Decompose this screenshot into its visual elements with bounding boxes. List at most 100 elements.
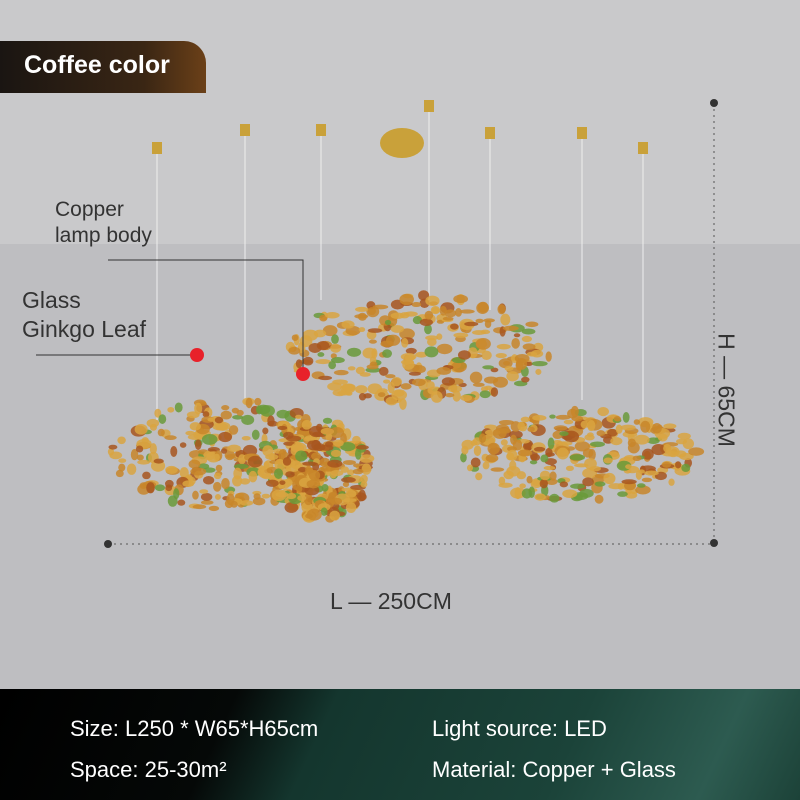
ceiling-mount	[577, 127, 587, 139]
ginkgo-leaf	[545, 452, 555, 457]
ginkgo-leaf	[412, 316, 423, 325]
ginkgo-leaf	[202, 411, 210, 418]
spec-size: Size: L250 * W65*H65cm	[70, 716, 319, 741]
ginkgo-leaf	[513, 333, 521, 338]
ginkgo-leaf	[411, 378, 426, 387]
ginkgo-leaf	[227, 444, 241, 452]
ginkgo-leaf	[584, 458, 597, 470]
ginkgo-leaf	[118, 458, 127, 463]
ginkgo-leaf	[213, 481, 222, 492]
ginkgo-leaf	[232, 414, 244, 420]
ginkgo-leaf	[530, 479, 542, 489]
ceiling-mount	[316, 124, 326, 136]
ginkgo-leaf	[179, 442, 187, 448]
ginkgo-leaf	[570, 405, 579, 418]
ginkgo-leaf	[471, 330, 486, 335]
ginkgo-leaf	[522, 441, 533, 451]
suspension-wires	[152, 100, 648, 420]
ginkgo-leaf	[267, 415, 275, 427]
ginkgo-leaf	[265, 453, 279, 460]
ginkgo-leaf	[570, 483, 586, 489]
ginkgo-leaf	[476, 302, 489, 315]
ginkgo-leaf	[342, 460, 356, 465]
ginkgo-leaf	[675, 461, 682, 469]
ginkgo-leaf	[170, 446, 178, 458]
ginkgo-leaf	[188, 459, 201, 469]
ginkgo-leaf	[118, 463, 126, 472]
ginkgo-leaf	[355, 385, 368, 394]
ginkgo-leaf	[451, 361, 467, 373]
ginkgo-leaf	[137, 459, 150, 465]
ginkgo-leaf	[549, 471, 557, 481]
ginkgo-leaf	[228, 425, 239, 435]
ginkgo-leaf	[439, 305, 447, 316]
ginkgo-leaf	[520, 416, 531, 423]
ginkgo-leaf	[233, 467, 243, 480]
ginkgo-leaf	[213, 472, 222, 480]
ginkgo-leaf	[522, 343, 536, 351]
ginkgo-leaf	[620, 424, 636, 431]
ginkgo-leaf	[247, 455, 263, 468]
ginkgo-leaf	[174, 402, 183, 413]
ginkgo-leaf	[134, 423, 148, 435]
ginkgo-leaf	[291, 334, 299, 341]
ginkgo-leaf	[356, 445, 369, 450]
ginkgo-leaf	[641, 477, 653, 483]
ginkgo-leaf	[475, 318, 484, 323]
ginkgo-leaf	[367, 383, 383, 395]
ginkgo-leaf	[341, 320, 355, 329]
ginkgo-leaf	[622, 411, 630, 423]
ginkgo-leaf	[324, 312, 340, 319]
ginkgo-leaf	[615, 424, 623, 434]
ginkgo-leaf	[331, 334, 339, 345]
ginkgo-leaf	[327, 382, 343, 391]
ginkgo-leaf	[358, 489, 366, 502]
ginkgo-leaf	[154, 408, 162, 418]
ginkgo-leaf	[279, 480, 286, 485]
ginkgo-leaf	[460, 452, 467, 463]
ginkgo-leaf	[192, 504, 207, 510]
ginkgo-leaf	[453, 294, 469, 304]
ginkgo-leaf	[512, 439, 523, 451]
ginkgo-leaf	[430, 306, 441, 315]
ginkgo-leaf	[286, 493, 297, 500]
ginkgo-leaf	[644, 470, 659, 476]
ginkgo-leaf	[514, 353, 530, 363]
ginkgo-leaf	[194, 439, 202, 450]
ginkgo-leaf	[254, 397, 262, 406]
ginkgo-leaf	[157, 428, 165, 437]
ginkgo-leaf	[291, 460, 302, 470]
ginkgo-leaf	[240, 500, 254, 506]
ginkgo-leaf	[295, 359, 303, 369]
ginkgo-leaf	[534, 493, 547, 501]
ginkgo-leaf	[663, 443, 672, 453]
ginkgo-leaf	[282, 457, 292, 466]
ginkgo-leaf	[367, 307, 376, 316]
ginkgo-leaf	[427, 337, 437, 347]
ginkgo-leaf	[372, 304, 389, 310]
ginkgo-leaf	[482, 461, 490, 470]
ginkgo-leaf	[663, 423, 677, 429]
ginkgo-leaf	[547, 437, 555, 450]
ginkgo-leaf	[345, 501, 357, 514]
ginkgo-leaf	[352, 468, 364, 475]
ginkgo-leaf	[485, 454, 499, 463]
ginkgo-leaf	[384, 319, 392, 326]
ginkgo-leaf	[359, 372, 371, 377]
ginkgo-leaf	[306, 479, 321, 489]
ginkgo-leaf	[329, 427, 345, 439]
ginkgo-leaf	[436, 333, 443, 340]
ginkgo-leaf	[399, 328, 415, 340]
ginkgo-leaf	[347, 469, 355, 476]
ginkgo-leaf	[597, 406, 610, 417]
ginkgo-leaf	[192, 490, 199, 500]
ginkgo-leaf	[545, 351, 552, 362]
ginkgo-leaf	[526, 475, 533, 484]
ginkgo-leaf	[488, 443, 498, 449]
ginkgo-leaf	[402, 359, 415, 370]
ginkgo-leaf	[517, 449, 533, 457]
ginkgo-leaf	[531, 360, 548, 367]
ginkgo-leaf	[319, 314, 328, 322]
ginkgo-leaf	[136, 454, 144, 461]
ginkgo-leaf	[328, 491, 338, 499]
